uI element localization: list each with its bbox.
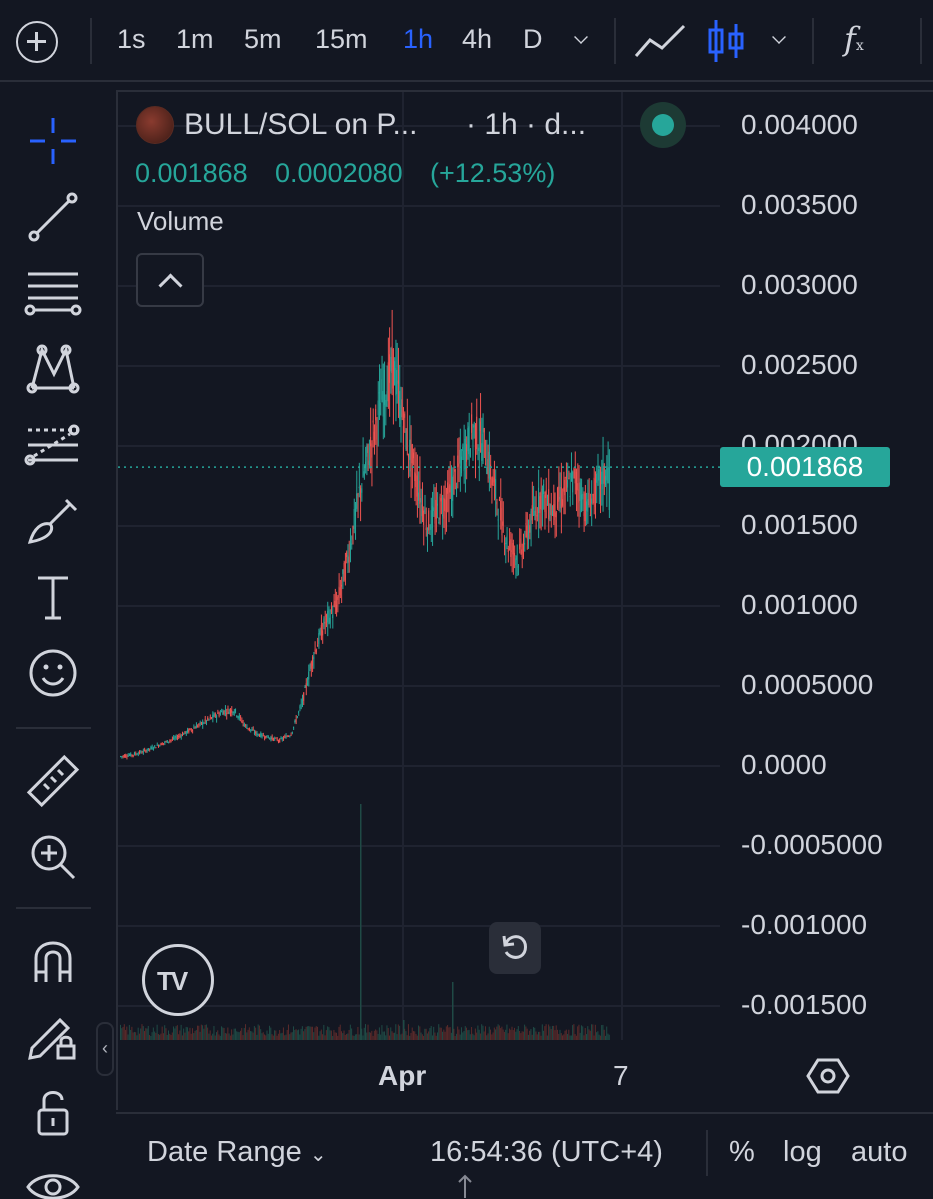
legend-change-percent: (+12.53%) [430,158,556,188]
lock-drawing-icon[interactable] [20,1004,86,1070]
interval-1m[interactable]: 1m [176,24,214,54]
chart-pane[interactable] [116,90,933,1110]
price-axis-label: 0.004000 [741,109,858,140]
symbol-name[interactable]: BULL/SOL on P... [184,108,418,141]
price-axis-label: 0.0005000 [741,669,874,700]
toolbar-separator [16,727,91,729]
text-tool-icon[interactable] [20,564,86,630]
toolbar-separator [920,18,922,64]
arrow-up-icon [458,1174,472,1198]
collapse-toolbar-button[interactable]: ‹ [96,1022,114,1076]
reset-icon [502,935,527,959]
price-axis-label: 0.003000 [741,269,858,300]
price-axis-label: 0.001500 [741,509,858,540]
chevron-down-icon[interactable] [574,30,588,44]
price-axis-label: -0.001000 [741,909,868,940]
logo-text: TV [157,966,188,996]
magnet-icon[interactable] [20,928,86,994]
time-label-7: 7 [613,1060,629,1091]
brush-icon[interactable] [20,488,86,554]
emoji-icon[interactable] [20,640,86,706]
ruler-icon[interactable] [20,748,86,814]
add-symbol-icon[interactable] [16,21,58,63]
pattern-icon[interactable] [20,336,86,402]
date-range-label: Date Range [147,1136,302,1168]
chevron-down-icon[interactable] [772,30,786,44]
zoom-in-icon[interactable] [20,824,86,890]
fx-label: f [844,20,856,58]
legend-change: 0.0002080 [275,158,403,188]
time-label-apr: Apr [378,1060,427,1091]
interval-4h[interactable]: 4h [462,24,493,54]
log-toggle[interactable]: log [783,1136,822,1168]
market-status-icon[interactable] [640,102,686,148]
interval-5m[interactable]: 5m [244,24,282,54]
price-axis-label: -0.0005000 [741,829,883,860]
price-axis-label: -0.001500 [741,989,868,1020]
interval-1h[interactable]: 1h [403,24,434,54]
fx-subscript: x [855,38,864,54]
chart-settings-icon[interactable] [806,1054,850,1098]
reset-chart-button[interactable] [489,922,541,974]
last-price-label: 0.001868 [720,447,890,488]
bottom-toolbar [116,1112,933,1199]
toolbar-separator [90,18,92,64]
legend-price: 0.001868 [135,158,248,188]
symbol-interval: · 1h · d... [466,108,587,141]
clock-label[interactable]: 16:54:36 (UTC+4) [430,1136,663,1168]
top-toolbar: 1s 1m 5m 15m 1h 4h D fx [0,0,933,82]
auto-toggle[interactable]: auto [851,1136,908,1168]
symbol-avatar [136,106,174,144]
toolbar-separator [614,18,616,64]
eye-icon[interactable] [20,1154,86,1199]
fib-retracement-icon[interactable] [20,260,86,326]
drawing-toolbar [0,84,108,1199]
indicators-icon[interactable]: fx [844,20,864,58]
collapse-legend-button[interactable] [136,253,204,307]
price-axis-label: 0.0000 [741,749,827,780]
line-chart-icon[interactable] [634,22,686,62]
price-axis-label: 0.003500 [741,189,858,220]
price-axis-label: 0.001000 [741,589,858,620]
crosshair-icon[interactable] [20,108,86,174]
toolbar-separator [706,1130,708,1176]
candles-icon[interactable] [706,18,746,64]
forecast-icon[interactable] [20,412,86,478]
volume-label: Volume [137,206,224,236]
interval-d[interactable]: D [523,24,543,54]
toolbar-separator [16,907,91,909]
percent-toggle[interactable]: % [729,1136,755,1168]
chevron-down-icon: ⌄ [309,1144,327,1166]
date-range-button[interactable]: Date Range ⌄ [147,1136,327,1169]
interval-15m[interactable]: 15m [315,24,368,54]
price-axis-label: 0.002500 [741,349,858,380]
unlock-icon[interactable] [20,1080,86,1146]
tradingview-logo[interactable]: TV [142,944,214,1016]
toolbar-separator [812,18,814,64]
interval-1s[interactable]: 1s [117,24,146,54]
trend-line-icon[interactable] [20,184,86,250]
